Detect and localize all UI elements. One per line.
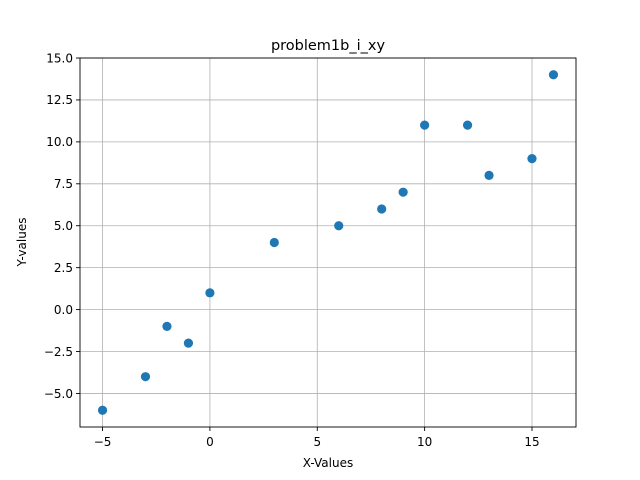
y-tick-label: 12.5 xyxy=(46,93,73,107)
data-point xyxy=(398,187,408,197)
data-point xyxy=(527,154,537,164)
x-tick-label: 15 xyxy=(524,435,539,449)
x-axis-label: X-Values xyxy=(303,456,353,470)
axes xyxy=(79,57,577,428)
data-point xyxy=(420,120,430,130)
plot-frame xyxy=(79,57,577,428)
data-point xyxy=(183,338,194,348)
y-tick-label: 15.0 xyxy=(46,51,73,65)
y-tick-label: 2.5 xyxy=(54,261,73,275)
data-point xyxy=(334,221,344,231)
data-point xyxy=(548,70,559,80)
y-tick-label: 7.5 xyxy=(54,177,73,191)
x-tick-label: −5 xyxy=(94,435,112,449)
data-point xyxy=(484,170,494,181)
y-axis-label: Y-values xyxy=(15,218,29,268)
data-point xyxy=(140,372,151,382)
y-tick-label: 0.0 xyxy=(54,303,73,317)
y-tick-label: 10.0 xyxy=(46,135,73,149)
data-point xyxy=(377,204,387,214)
data-point xyxy=(269,237,279,248)
x-tick-label: 10 xyxy=(417,435,432,449)
data-points xyxy=(97,70,559,415)
data-point xyxy=(205,288,215,298)
y-tick-label: −5.0 xyxy=(44,387,73,401)
data-point xyxy=(462,120,473,130)
y-tick-label: 5.0 xyxy=(54,219,73,233)
data-point xyxy=(97,405,108,415)
tick-marks: −5 0 5 10 15 −5.0 −2.5 0.0 2.5 5.0 7.5 10.0 12.5 15.0 xyxy=(44,51,540,449)
y-tick-label: −2.5 xyxy=(44,345,73,359)
x-tick-label: 0 xyxy=(206,435,214,449)
x-tick-label: 5 xyxy=(313,435,321,449)
chart-title: problem1b_i_xy xyxy=(271,38,386,54)
data-point xyxy=(162,321,172,331)
